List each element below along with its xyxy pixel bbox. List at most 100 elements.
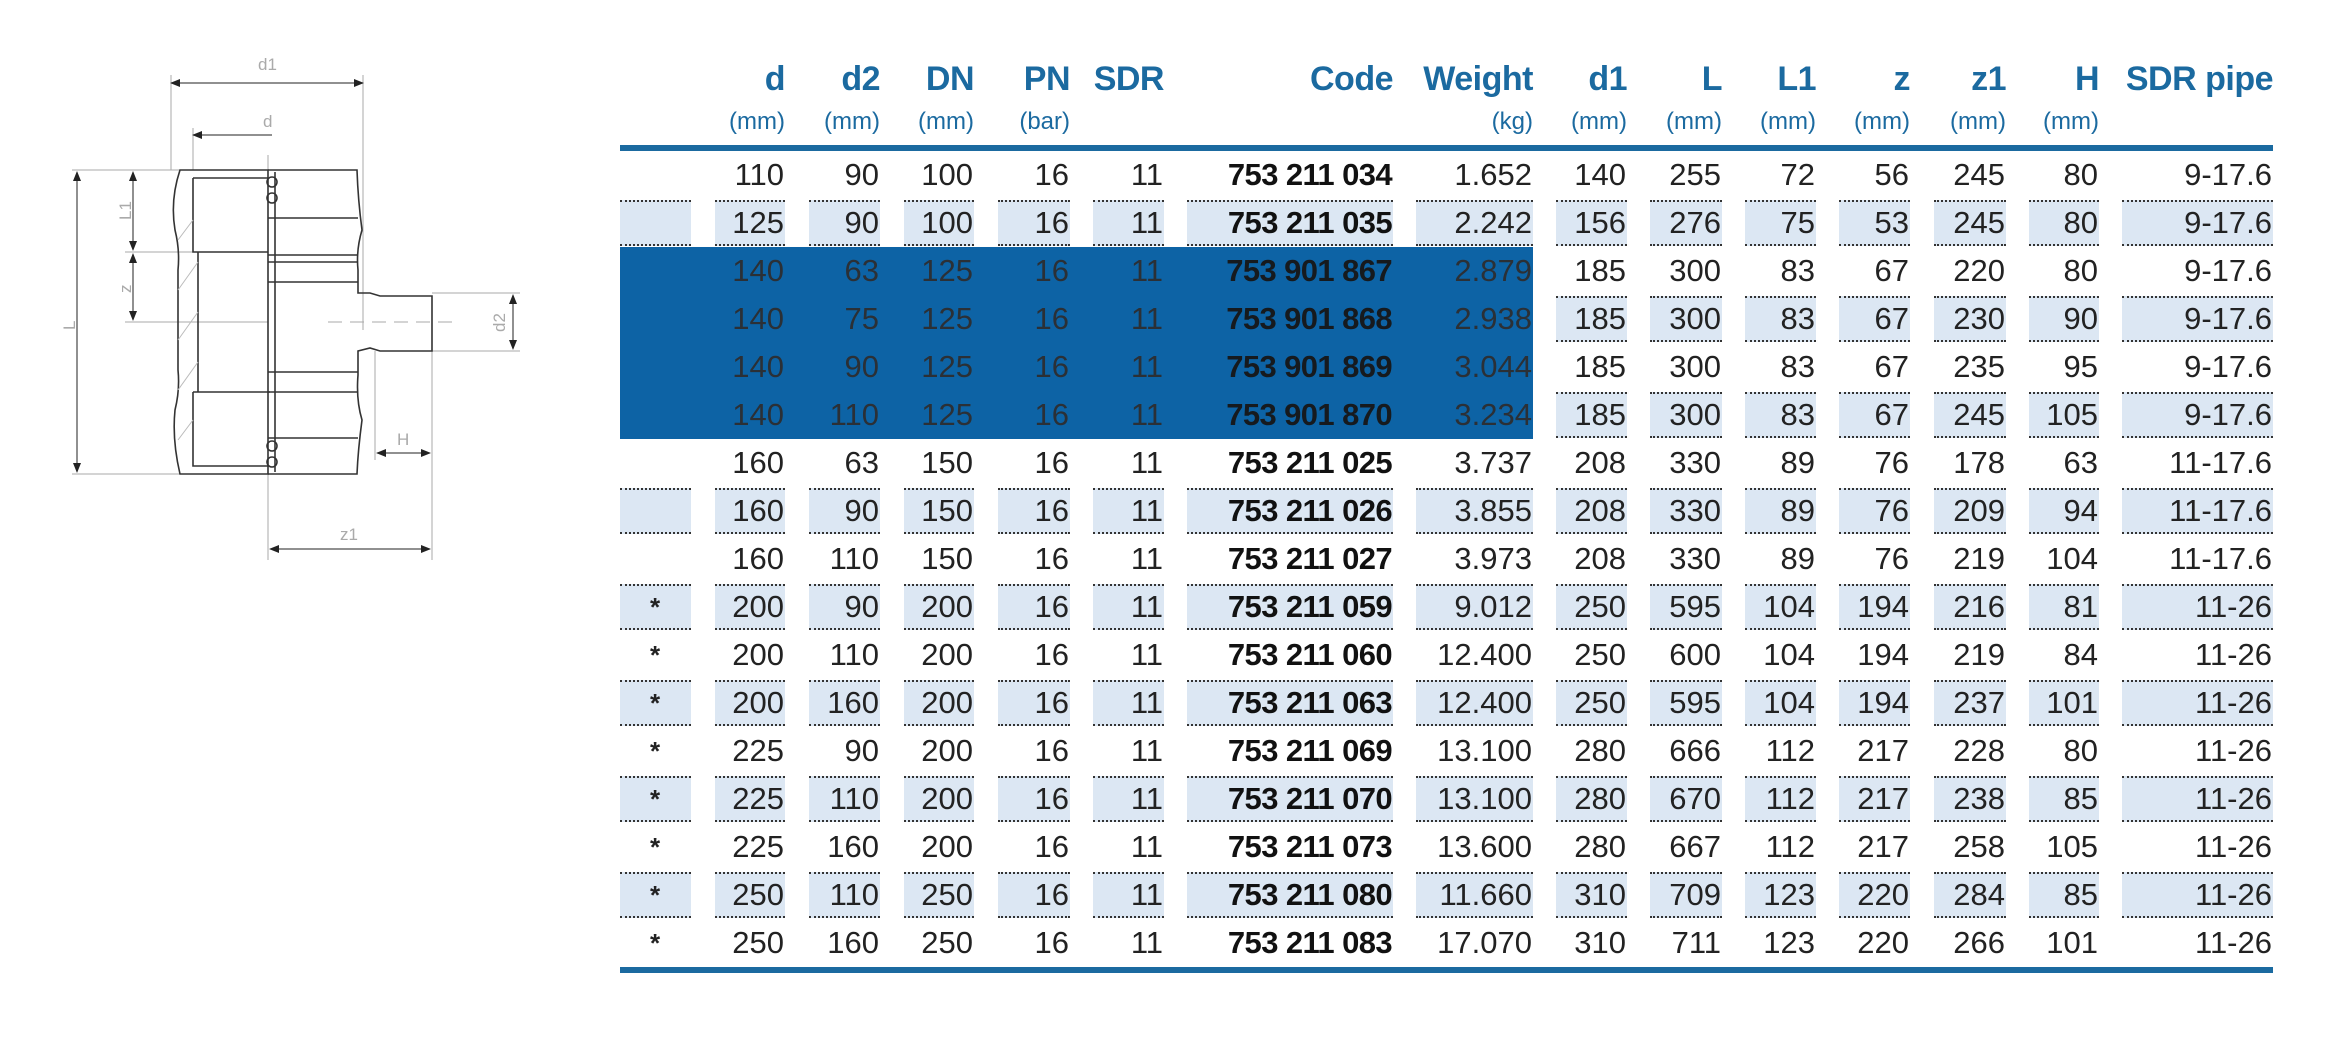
- cell-l1: 104: [1763, 637, 1815, 672]
- cell-h: 80: [2063, 253, 2098, 288]
- cell-weight: 17.070: [1437, 925, 1532, 960]
- cell-d: 200: [732, 637, 784, 672]
- header-d1: d1: [1588, 60, 1627, 98]
- cell-dn: 125: [921, 301, 973, 336]
- cell-z1: 219: [1953, 637, 2005, 672]
- cell-sdr-pipe: 11-26: [2122, 680, 2273, 726]
- header-rule: [620, 145, 2273, 151]
- cell-d1: 185: [1574, 349, 1626, 384]
- cell-l1: 112: [1765, 829, 1815, 864]
- cell-dn: 250: [921, 925, 973, 960]
- cell-z: 67: [1874, 349, 1909, 384]
- cell-z1: 235: [1953, 349, 2005, 384]
- cell-weight: 3.737: [1454, 445, 1532, 480]
- cell-note: [620, 248, 691, 294]
- cell-sdr: 11: [1093, 200, 1164, 246]
- footer-rule: [620, 967, 2273, 973]
- cell-dn: 100: [904, 200, 974, 246]
- cell-d1: 280: [1574, 829, 1626, 864]
- cell-code: 753 211 035: [1187, 200, 1393, 246]
- cell-z: 194: [1839, 680, 1910, 726]
- cell-d1: 310: [1574, 925, 1626, 960]
- cell-l: 600: [1669, 637, 1721, 672]
- cell-d1: 156: [1556, 200, 1627, 246]
- fitting-outline: [172, 169, 433, 475]
- cell-weight: 12.400: [1416, 680, 1533, 726]
- cell-l1: 104: [1745, 584, 1816, 630]
- unit-z: (mm): [1854, 108, 1910, 135]
- cell-sdr: 11: [1130, 301, 1163, 336]
- cell-h: 85: [2029, 872, 2099, 918]
- cell-d2: 160: [827, 829, 879, 864]
- header-code: Code: [1310, 60, 1394, 98]
- cell-code: 753 211 073: [1227, 829, 1393, 864]
- unit-d1: (mm): [1571, 108, 1627, 135]
- unit-h: (mm): [2043, 108, 2099, 135]
- cell-code: 753 211 080: [1187, 872, 1393, 918]
- cell-weight: 2.938: [1454, 301, 1532, 336]
- cell-weight: 2.879: [1454, 253, 1532, 288]
- cell-pn: 16: [1034, 829, 1069, 864]
- cell-d1: 185: [1556, 392, 1627, 438]
- header-sdr: SDR: [1093, 60, 1165, 98]
- cell-l1: 89: [1780, 445, 1815, 480]
- cell-d: 225: [732, 829, 784, 864]
- label-z1: z1: [340, 525, 358, 544]
- cell-note: *: [620, 872, 691, 918]
- cell-d1: 208: [1574, 445, 1626, 480]
- cell-sdr-pipe: 11-17.6: [2169, 445, 2272, 480]
- cell-d: 200: [715, 584, 785, 630]
- cell-z: 76: [1874, 541, 1909, 576]
- cell-weight: 3.044: [1454, 349, 1532, 384]
- label-L: L: [60, 321, 79, 330]
- cell-sdr-pipe: 11-26: [2195, 733, 2272, 768]
- cell-z1: 245: [1934, 392, 2006, 438]
- cell-z: 67: [1874, 253, 1909, 288]
- cell-dn: 200: [921, 733, 973, 768]
- cell-d: 140: [732, 301, 784, 336]
- cell-d: 250: [732, 925, 784, 960]
- cell-dn: 125: [921, 349, 973, 384]
- cell-sdr: 11: [1093, 872, 1164, 918]
- cell-d2: 90: [809, 584, 880, 630]
- header-l1: L1: [1777, 60, 1816, 98]
- cell-d1: 250: [1556, 584, 1627, 630]
- cell-sdr: 11: [1130, 637, 1163, 672]
- cell-weight: 2.242: [1416, 200, 1533, 246]
- cell-z1: 216: [1934, 584, 2006, 630]
- cell-d: 110: [734, 157, 784, 192]
- cell-sdr-pipe: 9-17.6: [2122, 200, 2273, 246]
- cell-d: 160: [732, 445, 784, 480]
- cell-sdr: 11: [1130, 157, 1163, 192]
- cell-dn: 100: [921, 157, 973, 192]
- cell-d2: 90: [844, 733, 879, 768]
- cell-code: 753 211 083: [1227, 925, 1393, 960]
- cell-note: *: [649, 640, 661, 670]
- cell-h: 94: [2029, 488, 2099, 534]
- cell-d1: 140: [1574, 157, 1626, 192]
- cell-h: 90: [2029, 296, 2099, 342]
- unit-z1: (mm): [1950, 108, 2006, 135]
- cell-l1: 123: [1745, 872, 1816, 918]
- cell-dn: 125: [921, 253, 973, 288]
- cell-h: 101: [2029, 680, 2099, 726]
- cell-l: 709: [1650, 872, 1722, 918]
- cell-l1: 112: [1745, 776, 1816, 822]
- header-h: H: [2074, 60, 2100, 98]
- cell-l1: 89: [1745, 488, 1816, 534]
- cell-sdr-pipe: 9-17.6: [2184, 157, 2272, 192]
- cell-note: [620, 296, 691, 342]
- cell-pn: 16: [1034, 733, 1069, 768]
- label-d2: d2: [490, 313, 509, 332]
- cell-d2: 110: [829, 397, 879, 432]
- cell-code: 753 901 867: [1226, 253, 1392, 288]
- cell-z1: 258: [1953, 829, 2005, 864]
- cell-weight: 13.100: [1416, 776, 1533, 822]
- cell-d1: 280: [1556, 776, 1627, 822]
- cell-l1: 112: [1765, 733, 1815, 768]
- cell-d1: 250: [1556, 680, 1627, 726]
- cell-h: 95: [2063, 349, 2098, 384]
- cell-code: 753 211 059: [1187, 584, 1393, 630]
- cell-d2: 90: [844, 349, 879, 384]
- cell-l1: 75: [1745, 200, 1816, 246]
